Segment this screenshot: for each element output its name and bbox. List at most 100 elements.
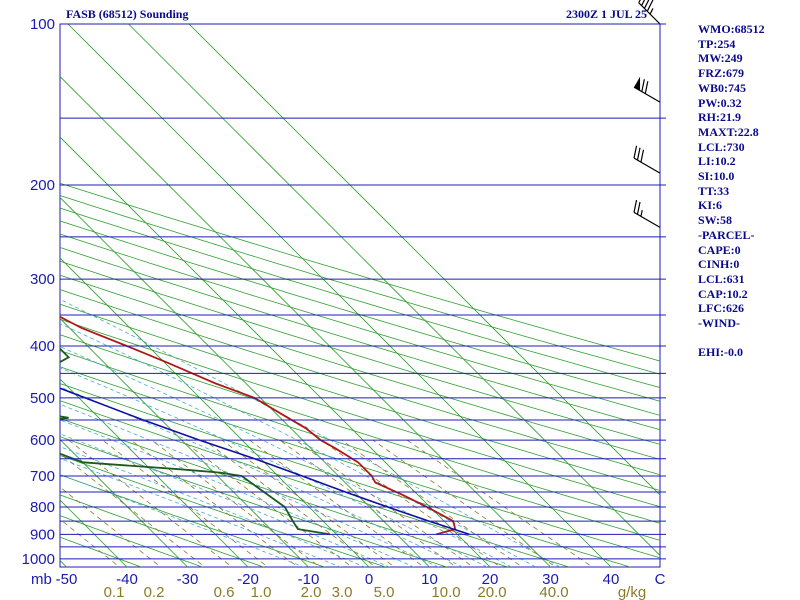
isotherm-line <box>127 24 660 557</box>
mixing-ratio-line <box>406 439 594 567</box>
wind-barb-flag <box>636 201 641 215</box>
dry-adiabat-line <box>60 417 510 567</box>
sounding-index-item: LCL:631 <box>698 271 745 286</box>
temperature-tick-label: -50 <box>56 571 78 588</box>
plot-background <box>59 23 661 568</box>
sounding-index-item: TT:33 <box>698 183 730 198</box>
temperature-tick-label: 30 <box>542 571 559 588</box>
isotherm-line <box>67 24 612 567</box>
dry-adiabat-line <box>60 494 265 567</box>
wind-barb-half-flag <box>649 8 654 15</box>
dry-adiabat-line <box>60 474 326 567</box>
temperature-unit-label: C <box>655 571 666 588</box>
mixing-ratio-line <box>372 439 557 567</box>
mixing-ratio-tick-label: 1.0 <box>251 584 272 600</box>
chart-grid <box>60 24 660 567</box>
wind-barb-half-flag <box>640 210 643 217</box>
mixing-ratio-line <box>249 439 425 567</box>
dry-adiabat-line <box>60 436 449 567</box>
moist-adiabat-line <box>60 446 366 567</box>
wind-barb-flag <box>633 145 638 159</box>
dry-adiabat-line <box>60 303 660 491</box>
pressure-tick-label: 500 <box>30 390 55 407</box>
sounding-index-item: PW:0.32 <box>698 95 742 110</box>
mixing-ratio-tick-label: 3.0 <box>332 584 353 600</box>
wind-barb-flag <box>636 147 641 161</box>
wind-barb <box>633 145 661 174</box>
moist-adiabat-line <box>60 346 513 567</box>
sounding-index-item: CINH:0 <box>698 257 740 272</box>
wind-barb-flag <box>641 0 646 6</box>
temperature-tick-label: 0 <box>365 571 373 588</box>
pressure-tick-label: 900 <box>30 526 55 543</box>
mixing-ratio-line <box>68 439 233 567</box>
pressure-tick-label: 800 <box>30 499 55 516</box>
mixing-ratio-line <box>321 439 502 567</box>
dry-adiabat-line <box>60 247 660 431</box>
mixing-ratio-line <box>341 439 523 567</box>
temperature-tick-label: -20 <box>237 571 259 588</box>
sounding-index-item: EHI:-0.0 <box>698 345 743 360</box>
dewpoint-profile <box>60 347 331 536</box>
dry-adiabat-line <box>60 274 660 460</box>
dry-adiabat-line <box>60 366 660 559</box>
sounding-index-item: -WIND- <box>698 316 740 331</box>
chart-time: 2300Z 1 JUL 25 <box>566 7 648 21</box>
pressure-tick-label: 300 <box>30 271 55 288</box>
mixing-ratio-line <box>151 439 321 567</box>
mixing-ratio-line <box>60 453 206 567</box>
dry-adiabat-line <box>60 289 660 476</box>
sounding-index-item: LI:10.2 <box>698 154 736 169</box>
wind-barb-flag <box>641 79 645 92</box>
mixing-ratio-line <box>60 518 121 567</box>
wind-barb-staff <box>633 157 661 174</box>
temperature-profile <box>60 315 457 536</box>
pressure-tick-label: 400 <box>30 338 55 355</box>
isotherm-line <box>60 438 189 567</box>
isotherm-line <box>60 257 370 567</box>
pressure-tick-label: 200 <box>30 177 55 194</box>
isotherm-line <box>60 136 491 567</box>
wind-barb <box>633 76 661 103</box>
mixing-ratio-line <box>221 439 396 567</box>
dry-adiabat-line <box>60 318 660 508</box>
sounding-index-item: LFC:626 <box>698 301 744 316</box>
wind-barb <box>638 0 661 25</box>
moist-adiabat-line <box>60 433 391 567</box>
wind-barb-flag <box>640 149 645 163</box>
sounding-index-item: WB0:745 <box>698 80 746 95</box>
isotherm-line <box>60 75 552 567</box>
wind-barb-flag <box>638 0 641 4</box>
moist-adiabat-line <box>60 419 415 567</box>
temperature-tick-label: 40 <box>603 571 620 588</box>
mixing-ratio-unit-label: g/kg <box>618 584 646 600</box>
sounding-index-item: LCL:730 <box>698 139 745 154</box>
temperature-tick-label: -40 <box>116 571 138 588</box>
wind-barb-flag <box>643 0 650 9</box>
sounding-index-item: TP:254 <box>698 36 736 51</box>
mixing-ratio-line <box>295 439 474 567</box>
moist-adiabat-line <box>60 367 488 567</box>
mixing-ratio-tick-label: 0.1 <box>104 584 125 600</box>
wind-barb-flag <box>646 0 654 12</box>
mixing-ratio-line <box>60 486 162 567</box>
temperature-tick-label: 20 <box>482 571 499 588</box>
pressure-tick-label: 600 <box>30 432 55 449</box>
sounding-index-item: RH:21.9 <box>698 110 741 125</box>
mixing-ratio-tick-label: 0.6 <box>214 584 235 600</box>
isotherm-line <box>60 317 310 567</box>
sounding-indices: WMO:68512 TP:254 MW:249 FRZ:679 WB0:745 PW:0.… <box>698 22 765 360</box>
dry-adiabat-line <box>60 400 571 567</box>
temperature-tick-label: -10 <box>298 571 320 588</box>
mixing-ratio-line <box>181 439 353 567</box>
sounding-index-item: WMO:68512 <box>698 22 765 36</box>
wind-barbs <box>633 0 661 228</box>
pressure-tick-label: 700 <box>30 468 55 485</box>
mixing-ratio-tick-label: 10.0 <box>431 584 460 600</box>
mixing-ratio-tick-label: 5.0 <box>374 584 395 600</box>
dry-adiabat-line <box>60 334 660 524</box>
sounding-index-item <box>698 331 765 346</box>
moist-adiabat-line <box>60 386 464 567</box>
moist-adiabat-line <box>60 403 440 567</box>
